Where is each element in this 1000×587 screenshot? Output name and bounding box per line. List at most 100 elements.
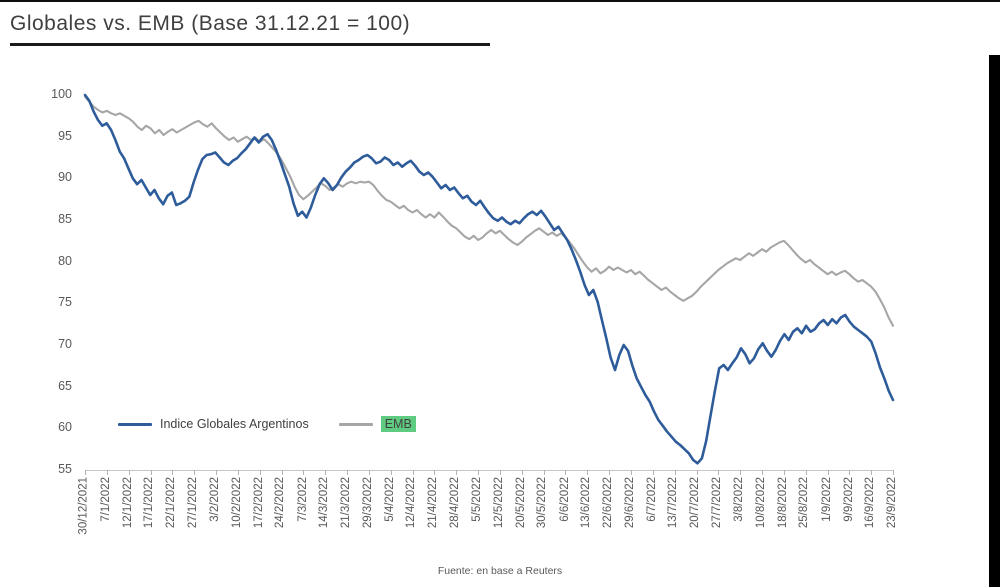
x-tick-label: 20/5/2022 (514, 477, 527, 529)
y-tick-label: 85 (58, 212, 72, 226)
series-line-globales (83, 93, 895, 465)
x-tick-label: 17/2/2022 (252, 477, 265, 529)
y-tick-label: 55 (58, 462, 72, 476)
x-tick-label: 7/1/2022 (99, 477, 112, 522)
x-tick-mark (390, 470, 392, 475)
x-tick-mark (303, 470, 305, 475)
x-tick-mark (368, 470, 370, 475)
top-border-line (0, 0, 1000, 2)
x-tick-mark (652, 470, 654, 475)
x-tick-label: 6/7/2022 (645, 477, 658, 522)
x-tick-label: 3/8/2022 (733, 477, 746, 522)
x-tick-label: 30/5/2022 (536, 477, 549, 529)
x-tick-mark (281, 470, 283, 475)
x-tick-label: 12/5/2022 (492, 477, 505, 529)
x-tick-mark (630, 470, 632, 475)
emb-line-swatch (338, 422, 373, 426)
x-tick-mark (762, 470, 763, 475)
x-tick-label: 21/4/2022 (427, 477, 440, 529)
x-tick-label: 27/1/2022 (187, 477, 200, 529)
x-tick-label: 30/12/2021 (78, 477, 90, 535)
title-underline (10, 43, 490, 46)
x-tick-mark (893, 470, 894, 475)
x-tick-mark (85, 470, 86, 475)
x-tick-mark (478, 470, 480, 475)
x-tick-label: 10/8/2022 (755, 477, 767, 529)
x-tick-mark (565, 470, 567, 475)
chart-title: Globales vs. EMB (Base 31.12.21 = 100) (10, 12, 411, 35)
y-tick-label: 95 (58, 128, 72, 143)
x-tick-mark (106, 470, 108, 475)
x-tick-mark (783, 470, 785, 475)
x-tick-label: 25/8/2022 (798, 477, 811, 529)
y-tick-label: 65 (58, 378, 72, 393)
x-tick-mark (718, 470, 720, 475)
x-tick-mark (871, 470, 873, 475)
source-note: Fuente: en base a Reuters (437, 565, 563, 577)
x-tick-label: 5/4/2022 (383, 477, 396, 522)
x-tick-label: 22/1/2022 (165, 477, 178, 529)
x-tick-mark (543, 470, 545, 475)
x-tick-label: 23/9/2022 (886, 477, 898, 529)
x-tick-mark (150, 470, 152, 475)
x-tick-label: 17/1/2022 (143, 477, 156, 529)
x-tick-label: 5/5/2022 (471, 477, 484, 522)
x-tick-mark (499, 470, 501, 475)
x-tick-mark (128, 470, 130, 475)
x-tick-mark (521, 470, 523, 475)
x-tick-label: 12/4/2022 (405, 477, 418, 529)
x-tick-label: 16/9/2022 (864, 477, 877, 529)
x-tick-label: 7/3/2022 (296, 477, 309, 522)
legend-label-emb: EMB (380, 416, 416, 432)
x-tick-mark (849, 470, 851, 475)
globales-line-swatch (118, 422, 152, 426)
x-tick-label: 22/6/2022 (602, 477, 615, 529)
y-tick-label: 60 (58, 420, 72, 435)
x-tick-mark (805, 470, 807, 475)
legend-label-globales: Indice Globales Argentinos (160, 417, 309, 431)
x-tick-label: 28/4/2022 (449, 477, 462, 529)
x-tick-mark (827, 470, 829, 475)
x-axis-line (85, 470, 894, 471)
x-tick-mark (259, 470, 261, 475)
x-tick-label: 29/3/2022 (361, 477, 374, 529)
x-tick-mark (609, 470, 611, 475)
x-tick-mark (172, 470, 174, 475)
x-tick-label: 13/6/2022 (580, 477, 593, 529)
y-tick-label: 80 (58, 253, 72, 268)
x-tick-mark (216, 470, 217, 475)
x-tick-mark (434, 470, 436, 475)
y-tick-label: 70 (58, 337, 72, 351)
x-tick-label: 1/9/2022 (820, 477, 833, 522)
x-tick-label: 18/8/2022 (776, 477, 789, 529)
x-tick-label: 27/7/2022 (711, 477, 724, 529)
x-tick-mark (587, 470, 589, 475)
line-chart: 100 95 90 85 80 75 70 65 60 55 30/12/2021 7/1/2022… (0, 50, 1000, 562)
x-tick-mark (347, 470, 349, 475)
x-tick-label: 14/3/2022 (318, 477, 331, 529)
x-tick-mark (237, 470, 239, 475)
x-tick-mark (412, 470, 414, 475)
x-tick-label: 3/2/2022 (209, 477, 221, 522)
x-tick-mark (456, 470, 458, 475)
x-tick-label: 24/2/2022 (274, 477, 287, 529)
x-tick-label: 29/6/2022 (623, 477, 636, 529)
x-tick-mark (194, 470, 196, 475)
x-tick-mark (674, 470, 676, 475)
x-tick-label: 13/7/2022 (667, 477, 680, 529)
x-tick-label: 21/3/2022 (340, 477, 353, 529)
series-line-emb (83, 95, 895, 327)
x-tick-label: 20/7/2022 (689, 477, 702, 529)
y-tick-label: 75 (58, 295, 72, 310)
y-tick-label: 90 (58, 170, 72, 185)
x-tick-mark (740, 470, 742, 475)
x-tick-label: 12/1/2022 (121, 477, 134, 529)
x-tick-mark (325, 470, 327, 475)
y-tick-label: 100 (51, 87, 72, 101)
x-tick-label: 10/2/2022 (230, 477, 243, 529)
x-tick-label: 9/9/2022 (842, 477, 855, 522)
x-tick-mark (696, 470, 698, 475)
legend: Indice Globales Argentinos EMB (118, 416, 416, 432)
right-edge-bar (989, 55, 1000, 587)
x-tick-label: 6/6/2022 (558, 477, 571, 522)
